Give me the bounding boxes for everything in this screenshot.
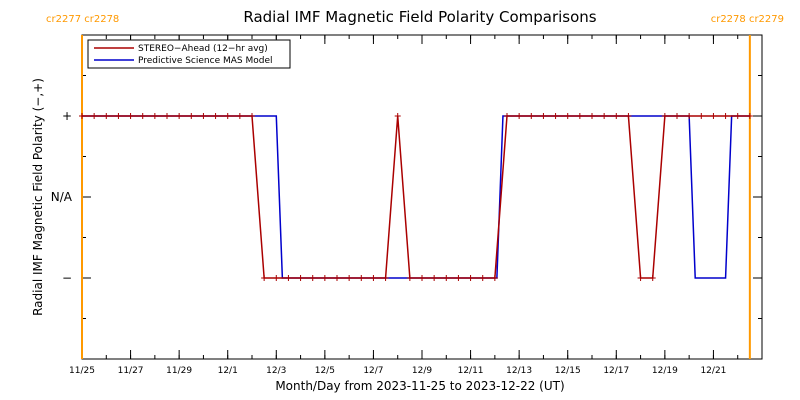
legend-label-mas-model: Predictive Science MAS Model — [138, 56, 273, 66]
stereo-ahead-point — [309, 275, 316, 281]
stereo-ahead-point — [661, 113, 668, 119]
stereo-ahead-point — [516, 113, 523, 119]
y-tick-label: N/A — [51, 190, 73, 204]
stereo-ahead-point — [746, 113, 753, 119]
stereo-ahead-point — [224, 113, 231, 119]
y-axis-ticks: + N/A − — [51, 34, 762, 360]
stereo-ahead-point — [552, 113, 559, 119]
stereo-ahead-point — [321, 275, 328, 281]
stereo-ahead-point — [443, 275, 450, 281]
stereo-ahead-point — [419, 275, 425, 281]
stereo-ahead-point — [273, 275, 280, 281]
y-axis-label: Radial IMF Magnetic Field Polarity (−,+) — [31, 78, 45, 316]
stereo-ahead-point — [504, 113, 510, 119]
stereo-ahead-point — [212, 113, 219, 119]
stereo-ahead-point — [613, 113, 620, 119]
stereo-ahead-point — [334, 275, 340, 281]
stereo-ahead-point — [722, 113, 729, 119]
carrington-rotation-label: cr2278 cr2279 — [711, 14, 784, 25]
stereo-ahead-point — [686, 113, 693, 119]
carrington-rotation-labels: cr2277 cr2278 cr2278 cr2279 — [46, 14, 784, 25]
x-tick-label: 12/13 — [506, 366, 532, 376]
x-tick-label: 12/21 — [700, 366, 726, 376]
x-axis-ticks: 11/25 11/27 11/29 12/1 12/3 12/5 12/7 12/9 12/11… — [69, 35, 763, 376]
stereo-ahead-point — [285, 275, 292, 281]
stereo-ahead-point — [649, 275, 656, 281]
x-axis-label: Month/Day from 2023-11-25 to 2023-12-22 … — [275, 379, 564, 393]
x-tick-label: 11/25 — [69, 366, 95, 376]
stereo-ahead-point — [564, 113, 571, 119]
carrington-rotation-lines — [81, 35, 751, 359]
stereo-ahead-point — [674, 113, 680, 119]
stereo-ahead-point — [79, 113, 85, 119]
stereo-ahead-point — [491, 275, 498, 281]
stereo-ahead-point — [164, 113, 170, 119]
stereo-ahead-point — [249, 113, 255, 119]
stereo-ahead-point — [455, 275, 462, 281]
series-markers — [79, 113, 753, 281]
stereo-ahead-point — [528, 113, 535, 119]
stereo-ahead-point — [176, 113, 183, 119]
stereo-ahead-point — [601, 113, 608, 119]
legend: STEREO−Ahead (12−hr avg) Predictive Scie… — [87, 39, 291, 69]
stereo-ahead-point — [115, 113, 122, 119]
stereo-ahead-point — [103, 113, 110, 119]
x-tick-label: 12/19 — [652, 366, 678, 376]
stereo-ahead-point — [394, 113, 401, 119]
stereo-ahead-point — [734, 113, 741, 119]
stereo-ahead-point — [139, 113, 146, 119]
stereo-ahead-point — [576, 113, 583, 119]
x-tick-label: 12/15 — [555, 366, 581, 376]
stereo-ahead-point — [698, 113, 705, 119]
x-tick-label: 12/7 — [363, 366, 383, 376]
stereo-ahead-point — [540, 113, 547, 119]
stereo-ahead-point — [127, 113, 134, 119]
x-tick-label: 12/9 — [412, 366, 432, 376]
stereo-ahead-point — [200, 113, 207, 119]
stereo-ahead-point — [637, 275, 644, 281]
stereo-ahead-point — [382, 275, 389, 281]
stereo-ahead-point — [358, 275, 365, 281]
stereo-ahead-point — [589, 113, 595, 119]
stereo-ahead-point — [91, 113, 98, 119]
y-tick-label: − — [62, 271, 72, 285]
stereo-ahead-point — [479, 275, 486, 281]
stereo-ahead-point — [431, 275, 438, 281]
x-tick-label: 12/3 — [266, 366, 286, 376]
stereo-ahead-point — [406, 275, 413, 281]
stereo-ahead-point — [236, 113, 243, 119]
x-tick-label: 12/1 — [218, 366, 238, 376]
stereo-ahead-point — [261, 275, 268, 281]
stereo-ahead-point — [625, 113, 632, 119]
x-tick-label: 12/5 — [315, 366, 335, 376]
x-tick-label: 11/29 — [166, 366, 192, 376]
chart-title: Radial IMF Magnetic Field Polarity Compa… — [243, 8, 596, 26]
stereo-ahead-point — [346, 275, 353, 281]
stereo-ahead-point — [710, 113, 717, 119]
stereo-ahead-point — [188, 113, 195, 119]
stereo-ahead-point — [370, 275, 377, 281]
legend-box — [87, 39, 291, 69]
x-tick-label: 12/11 — [458, 366, 484, 376]
x-tick-label: 12/17 — [603, 366, 629, 376]
stereo-ahead-point — [151, 113, 158, 119]
stereo-ahead-point — [297, 275, 304, 281]
legend-label-stereo: STEREO−Ahead (12−hr avg) — [138, 44, 268, 54]
stereo-ahead-point — [467, 275, 474, 281]
y-tick-label: + — [62, 109, 72, 123]
x-tick-label: 11/27 — [118, 366, 144, 376]
carrington-rotation-label: cr2277 cr2278 — [46, 14, 119, 25]
